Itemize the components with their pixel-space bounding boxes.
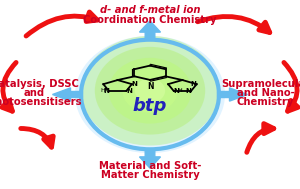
Text: N: N: [174, 88, 179, 94]
FancyArrowPatch shape: [2, 63, 16, 111]
FancyArrowPatch shape: [247, 124, 274, 152]
Text: d- and f-metal ion: d- and f-metal ion: [100, 5, 200, 15]
FancyArrowPatch shape: [26, 12, 97, 36]
Ellipse shape: [81, 36, 219, 146]
Text: N: N: [126, 88, 132, 94]
Text: Chemistry: Chemistry: [237, 97, 294, 107]
FancyArrowPatch shape: [198, 16, 270, 33]
FancyArrowPatch shape: [284, 63, 298, 111]
Text: H: H: [177, 88, 182, 93]
Text: Catalysis, DSSC: Catalysis, DSSC: [0, 79, 78, 89]
FancyArrow shape: [140, 21, 160, 40]
Ellipse shape: [135, 79, 165, 103]
Text: N: N: [185, 88, 191, 94]
Text: Coordination Chemistry: Coordination Chemistry: [83, 15, 217, 25]
Text: N: N: [147, 82, 153, 91]
Text: H: H: [100, 88, 105, 93]
Ellipse shape: [109, 58, 191, 124]
FancyArrow shape: [140, 149, 160, 168]
Text: Photosensitisers: Photosensitisers: [0, 97, 81, 107]
Text: btp: btp: [133, 97, 167, 115]
Text: N: N: [191, 81, 197, 87]
Text: Matter Chemistry: Matter Chemistry: [100, 170, 200, 180]
Text: and: and: [24, 88, 45, 98]
FancyArrow shape: [52, 88, 83, 101]
Text: Material and Soft-: Material and Soft-: [99, 161, 201, 171]
FancyArrowPatch shape: [21, 129, 53, 147]
FancyArrow shape: [218, 88, 248, 101]
Ellipse shape: [75, 36, 225, 153]
Text: Supramolecular: Supramolecular: [221, 79, 300, 89]
Text: N: N: [103, 88, 109, 94]
Text: and Nano-: and Nano-: [237, 88, 294, 98]
Ellipse shape: [95, 47, 205, 135]
Ellipse shape: [122, 69, 178, 113]
Text: N: N: [132, 81, 138, 87]
